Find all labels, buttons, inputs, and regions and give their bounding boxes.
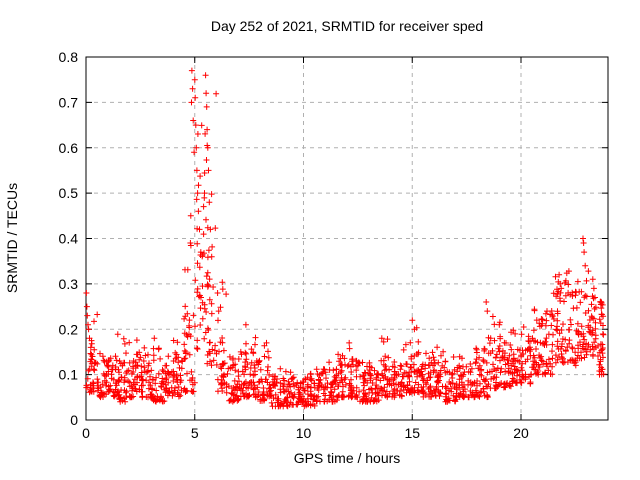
x-tick-label: 10 [296, 425, 312, 441]
y-tick-label: 0.2 [59, 321, 79, 337]
scatter-points [83, 67, 607, 410]
y-tick-label: 0.7 [59, 94, 79, 110]
chart-title: Day 252 of 2021, SRMTID for receiver spe… [211, 18, 483, 34]
x-tick-label: 15 [404, 425, 420, 441]
y-tick-label: 0.6 [59, 140, 79, 156]
x-tick-label: 0 [82, 425, 90, 441]
y-tick-label: 0.3 [59, 276, 79, 292]
x-axis-label: GPS time / hours [294, 450, 401, 466]
x-tick-label: 5 [191, 425, 199, 441]
x-tick-label: 20 [513, 425, 529, 441]
plot-border [85, 56, 609, 421]
y-axis-label: SRMTID / TECUs [4, 183, 20, 293]
y-tick-label: 0.8 [59, 49, 79, 65]
y-tick-labels: 0 0.1 0.2 0.3 0.4 0.5 0.6 0.7 0.8 [59, 49, 79, 428]
x-tick-labels: 0 5 10 15 20 [82, 425, 529, 441]
y-tick-label: 0 [70, 412, 78, 428]
y-tick-label: 0.1 [59, 367, 79, 383]
scatter-points-path [83, 67, 607, 410]
y-tick-label: 0.5 [59, 185, 79, 201]
y-tick-label: 0.4 [59, 231, 79, 247]
